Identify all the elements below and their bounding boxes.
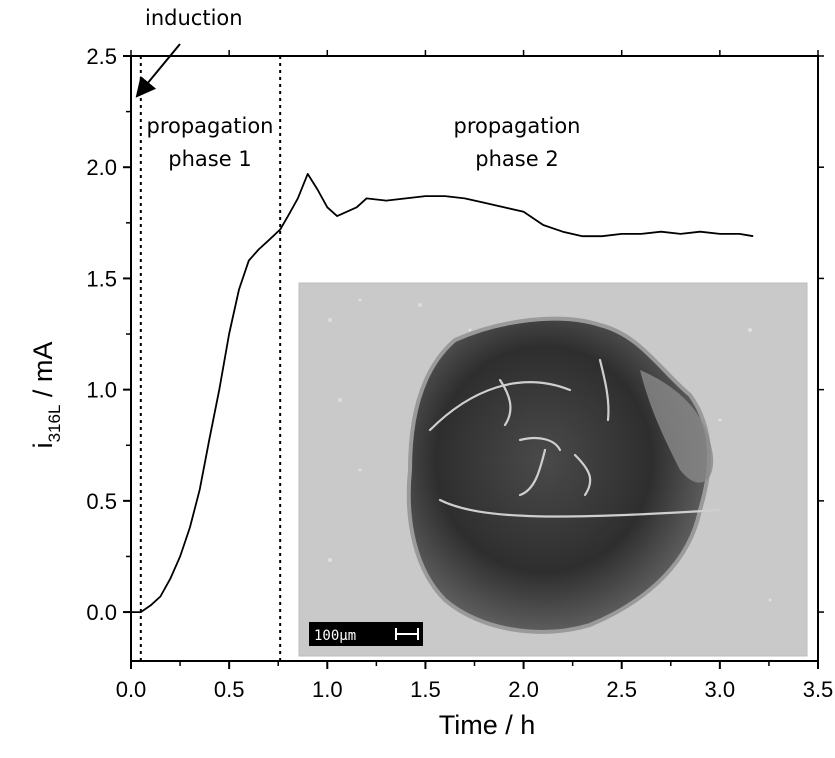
axis-ticks — [123, 50, 824, 669]
x-axis-title: Time / h — [439, 710, 536, 740]
scale-bar: 100μm — [309, 622, 423, 646]
annotation-phase1-line1: propagation — [147, 114, 274, 138]
x-tick-label-2: 1.0 — [312, 677, 343, 702]
y-tick-label-0: 0.0 — [86, 600, 117, 625]
y-tick-label-1: 0.5 — [86, 489, 117, 514]
annotation-induction: induction — [145, 6, 243, 30]
x-tick-label-6: 3.0 — [705, 677, 736, 702]
y-tick-label-4: 2.0 — [86, 155, 117, 180]
annotation-phase1-line2: phase 1 — [168, 147, 251, 171]
x-tick-label-3: 1.5 — [410, 677, 441, 702]
y-axis-title: i316L / mA — [28, 342, 64, 449]
y-tick-label-3: 1.5 — [86, 266, 117, 291]
y-axis-title-subscript: 316L — [45, 405, 64, 443]
series-line-0 — [131, 172, 754, 613]
x-tick-label-0: 0.0 — [116, 677, 147, 702]
y-tick-label-5: 2.5 — [86, 44, 117, 69]
sem-inset-image: 100μm — [298, 282, 808, 657]
x-tick-label-5: 2.5 — [606, 677, 637, 702]
x-tick-label-4: 2.0 — [508, 677, 539, 702]
y-axis-title-unit: / mA — [28, 342, 58, 405]
phase-boundary-lines — [139, 56, 282, 661]
axis-tick-labels: 0.0 0.5 1.0 1.5 2.0 2.5 3.0 3.5 0.0 0.5 1.0 1.5 2.0 2… — [86, 44, 833, 702]
x-tick-label-7: 3.5 — [803, 677, 834, 702]
y-tick-label-2: 1.0 — [86, 378, 117, 403]
induction-arrow — [135, 43, 181, 98]
annotation-phase2-line1: propagation — [454, 114, 581, 138]
data-series — [131, 172, 754, 613]
y-axis-title-main: i — [28, 442, 58, 448]
x-tick-label-1: 0.5 — [214, 677, 245, 702]
annotation-phase2-line2: phase 2 — [475, 147, 558, 171]
scale-bar-label: 100μm — [314, 628, 356, 644]
